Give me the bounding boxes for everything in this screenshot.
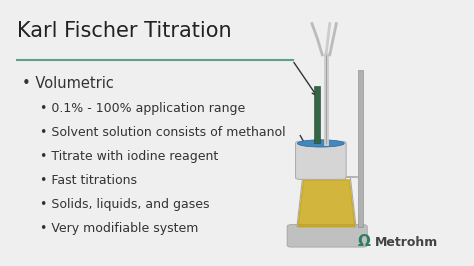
FancyBboxPatch shape bbox=[296, 141, 346, 179]
Text: • Solids, liquids, and gases: • Solids, liquids, and gases bbox=[40, 198, 210, 211]
Bar bbox=[358, 70, 363, 227]
Text: • Volumetric: • Volumetric bbox=[21, 76, 113, 91]
Polygon shape bbox=[298, 180, 355, 227]
FancyBboxPatch shape bbox=[287, 225, 367, 247]
Ellipse shape bbox=[297, 140, 344, 147]
Text: Ω: Ω bbox=[357, 234, 371, 249]
Text: • 0.1% - 100% application range: • 0.1% - 100% application range bbox=[40, 102, 246, 115]
Text: • Solvent solution consists of methanol: • Solvent solution consists of methanol bbox=[40, 126, 286, 139]
Text: • Very modifiable system: • Very modifiable system bbox=[40, 222, 199, 235]
Text: • Fast titrations: • Fast titrations bbox=[40, 174, 137, 187]
Text: Karl Fischer Titration: Karl Fischer Titration bbox=[17, 21, 231, 41]
Text: • Titrate with iodine reagent: • Titrate with iodine reagent bbox=[40, 150, 219, 163]
Text: Metrohm: Metrohm bbox=[375, 236, 438, 249]
Bar bbox=[314, 86, 320, 143]
